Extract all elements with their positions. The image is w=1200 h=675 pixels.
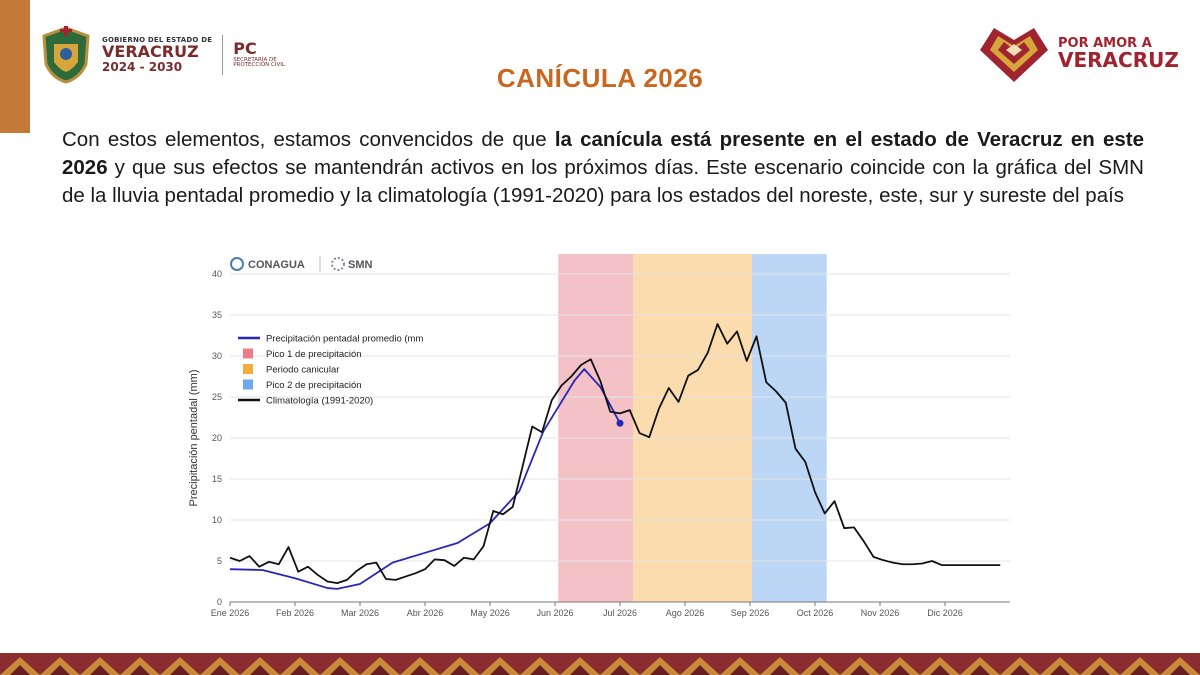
- y-tick-label: 40: [212, 269, 222, 279]
- heart-diamond-icon: [980, 28, 1048, 82]
- x-tick-label: Abr 2026: [407, 608, 444, 618]
- y-tick-label: 25: [212, 392, 222, 402]
- x-tick-label: Jul 2026: [603, 608, 637, 618]
- legend-label: Climatología (1991-2020): [266, 396, 373, 407]
- paragraph-part2: y que sus efectos se mantendrán activos …: [62, 156, 1144, 207]
- legend-swatch: [243, 348, 253, 359]
- paragraph-bold: la canícula está presente en el estado d…: [62, 128, 1144, 179]
- legend-label: Pico 2 de precipitación: [266, 380, 362, 391]
- band-1: [633, 254, 752, 602]
- x-tick-label: Ago 2026: [666, 608, 705, 618]
- left-accent-bar: [0, 0, 30, 133]
- x-tick-label: Feb 2026: [276, 608, 314, 618]
- y-tick-label: 0: [217, 597, 222, 607]
- series-line-0: [229, 368, 621, 590]
- gov-line2: VERACRUZ: [102, 41, 199, 61]
- y-tick-label: 30: [212, 351, 222, 361]
- coat-of-arms-icon: [42, 26, 90, 84]
- y-tick-label: 15: [212, 474, 222, 484]
- band-0: [558, 254, 633, 602]
- x-tick-label: Mar 2026: [341, 608, 379, 618]
- y-tick-label: 35: [212, 310, 222, 320]
- series-endpoint-marker: [616, 419, 624, 427]
- logo-divider: [222, 35, 224, 75]
- conagua-icon: [230, 257, 244, 271]
- gobierno-veracruz-logo: GOBIERNO DEL ESTADO DE VERACRUZ 2024 - 2…: [40, 24, 285, 86]
- band-2: [751, 254, 827, 602]
- x-tick-label: Nov 2026: [861, 608, 900, 618]
- legend-label: Periodo canicular: [266, 365, 339, 376]
- paragraph-part1: Con estos elementos, estamos convencidos…: [62, 128, 555, 151]
- chart-svg: 0 5 10 15 20 25 30 35 40 Ene 2026 Feb 2026 Mar 2026…: [188, 254, 1010, 618]
- por-amor-veracruz-logo: POR AMOR A VERACRUZ: [976, 22, 1179, 84]
- pc-sub2: PROTECCIÓN CIVIL: [233, 62, 285, 69]
- series-line-1: [229, 323, 1001, 585]
- chart-logos: CONAGUA SMN: [230, 256, 373, 272]
- y-axis-label: Precipitación pentadal (mm): [188, 370, 200, 507]
- decorative-bottom-band: [0, 653, 1200, 675]
- pc-title: PC: [233, 38, 257, 58]
- legend-swatch: [243, 379, 253, 390]
- x-tick-label: Jun 2026: [536, 608, 573, 618]
- x-tick-label: Oct 2026: [797, 608, 834, 618]
- body-paragraph: Con estos elementos, estamos convencidos…: [62, 126, 1144, 210]
- conagua-logo-text: CONAGUA: [248, 259, 305, 271]
- precipitation-chart: 0 5 10 15 20 25 30 35 40 Ene 2026 Feb 2026 Mar 2026…: [180, 250, 1020, 630]
- x-tick-label: Sep 2026: [731, 608, 770, 618]
- y-tick-label: 10: [212, 515, 222, 525]
- legend-label: Precipitación pentadal promedio (mm: [266, 334, 423, 345]
- gov-line1: GOBIERNO DEL ESTADO DE: [102, 35, 213, 44]
- slogan-line2: VERACRUZ: [1058, 47, 1179, 72]
- y-tick-label: 5: [217, 556, 222, 566]
- pc-sub1: SECRETARÍA DE: [233, 56, 277, 63]
- legend-swatch: [243, 364, 253, 374]
- x-tick-label: May 2026: [470, 608, 510, 618]
- page-title: CANÍCULA 2026: [496, 63, 704, 93]
- gov-line3: 2024 - 2030: [102, 59, 183, 74]
- smn-icon: [331, 257, 345, 271]
- smn-logo-text: SMN: [348, 259, 373, 271]
- slogan-line1: POR AMOR A: [1058, 35, 1152, 51]
- y-tick-label: 20: [212, 433, 222, 443]
- legend-label: Pico 1 de precipitación: [266, 349, 362, 360]
- x-tick-label: Dic 2026: [927, 608, 963, 618]
- x-tick-label: Ene 2026: [211, 608, 250, 618]
